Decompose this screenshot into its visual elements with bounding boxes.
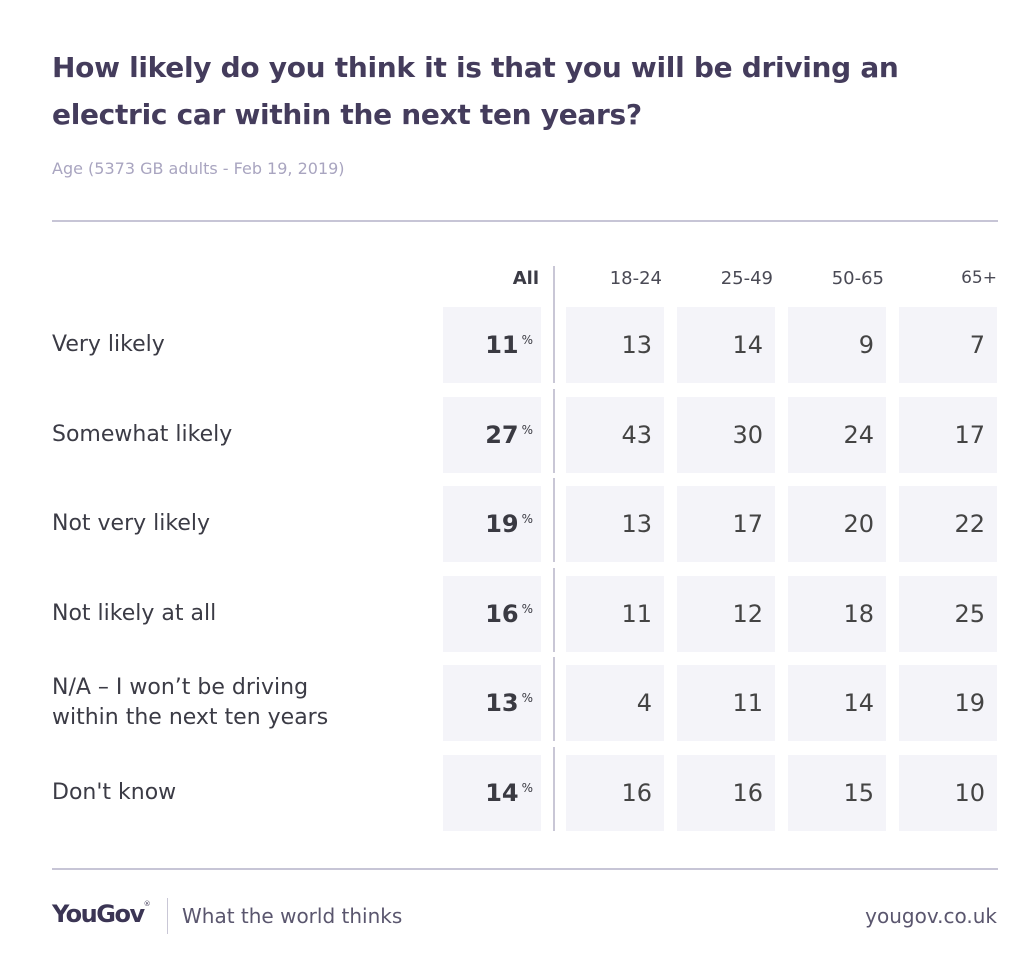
column-header-18-24: 18-24 bbox=[609, 268, 662, 289]
row-label: N/A – I won’t be driving within the next … bbox=[52, 673, 328, 733]
cell-18-24: 13 bbox=[566, 307, 664, 383]
cell-value: 30 bbox=[732, 420, 763, 449]
cell-value: 13 bbox=[621, 510, 652, 538]
cell-50-65: 9 bbox=[788, 307, 886, 383]
cell-all: 19% bbox=[443, 486, 541, 562]
row-label: Don't know bbox=[52, 779, 177, 805]
cell-value: 14 bbox=[485, 778, 519, 807]
chart-subtitle: Age (5373 GB adults - Feb 19, 2019) bbox=[52, 159, 345, 178]
cell-25-49: 14 bbox=[677, 307, 775, 383]
cell-18-24: 4 bbox=[566, 665, 664, 741]
row-label-line: N/A – I won’t be driving bbox=[52, 675, 309, 700]
cell-all: 14% bbox=[443, 754, 541, 831]
cell-value: 12 bbox=[732, 599, 763, 628]
cell-value: 16 bbox=[732, 778, 763, 807]
cell-65-: 19 bbox=[899, 665, 997, 741]
column-header-all: All bbox=[512, 268, 539, 289]
cell-value: 11 bbox=[485, 331, 519, 359]
footer-separator bbox=[167, 898, 168, 934]
top-divider bbox=[52, 220, 998, 222]
cell-50-65: 14 bbox=[788, 665, 886, 741]
cell-65-: 25 bbox=[899, 575, 997, 652]
cell-value: 13 bbox=[485, 689, 519, 717]
cell-18-24: 16 bbox=[566, 754, 664, 831]
percent-sign: % bbox=[521, 512, 533, 526]
column-divider bbox=[553, 388, 555, 473]
cell-25-49: 30 bbox=[677, 396, 775, 473]
cell-value: 24 bbox=[843, 420, 874, 449]
yougov-logo: YouGov® bbox=[52, 900, 151, 928]
percent-sign: % bbox=[521, 422, 533, 437]
row-label: Not likely at all bbox=[52, 600, 217, 626]
cell-all: 16% bbox=[443, 575, 541, 652]
cell-value: 19 bbox=[954, 689, 985, 717]
row-label: Somewhat likely bbox=[52, 421, 233, 447]
cell-all: 13% bbox=[443, 665, 541, 741]
cell-value: 7 bbox=[969, 331, 985, 359]
cell-value: 11 bbox=[732, 689, 763, 717]
column-header-50-65: 50-65 bbox=[831, 268, 884, 289]
column-divider bbox=[553, 478, 555, 562]
cell-50-65: 18 bbox=[788, 575, 886, 652]
cell-18-24: 13 bbox=[566, 486, 664, 562]
cell-value: 43 bbox=[621, 420, 652, 449]
cell-25-49: 12 bbox=[677, 575, 775, 652]
cell-all: 27% bbox=[443, 396, 541, 473]
cell-value: 15 bbox=[843, 778, 874, 807]
cell-value: 14 bbox=[843, 689, 874, 717]
percent-sign: % bbox=[521, 333, 533, 347]
cell-value: 22 bbox=[954, 510, 985, 538]
cell-25-49: 16 bbox=[677, 754, 775, 831]
footer-tagline: What the world thinks bbox=[182, 904, 403, 928]
column-divider bbox=[553, 266, 555, 383]
cell-50-65: 15 bbox=[788, 754, 886, 831]
cell-value: 17 bbox=[732, 510, 763, 538]
cell-value: 16 bbox=[621, 778, 652, 807]
cell-50-65: 20 bbox=[788, 486, 886, 562]
column-divider bbox=[553, 657, 555, 741]
column-divider bbox=[553, 746, 555, 831]
chart-title: How likely do you think it is that you w… bbox=[52, 51, 899, 131]
cell-25-49: 17 bbox=[677, 486, 775, 562]
cell-25-49: 11 bbox=[677, 665, 775, 741]
cell-value: 4 bbox=[636, 689, 652, 717]
cell-value: 18 bbox=[843, 599, 874, 628]
cell-value: 10 bbox=[954, 778, 985, 807]
cell-all: 11% bbox=[443, 307, 541, 383]
percent-sign: % bbox=[521, 691, 533, 705]
cell-65-: 7 bbox=[899, 307, 997, 383]
registered-mark: ® bbox=[143, 900, 151, 908]
cell-18-24: 11 bbox=[566, 575, 664, 652]
row-label: Not very likely bbox=[52, 511, 210, 536]
logo-text: YouGov bbox=[52, 900, 145, 928]
cell-18-24: 43 bbox=[566, 396, 664, 473]
footer-url[interactable]: yougov.co.uk bbox=[865, 904, 997, 928]
cell-value: 19 bbox=[485, 510, 519, 538]
row-label-line: within the next ten years bbox=[52, 705, 329, 730]
cell-value: 11 bbox=[621, 599, 652, 628]
cell-value: 14 bbox=[732, 331, 763, 359]
cell-value: 20 bbox=[843, 510, 874, 538]
cell-65-: 17 bbox=[899, 396, 997, 473]
column-divider bbox=[553, 567, 555, 652]
percent-sign: % bbox=[521, 780, 533, 795]
column-header-25-49: 25-49 bbox=[720, 268, 773, 289]
cell-65-: 22 bbox=[899, 486, 997, 562]
cell-value: 25 bbox=[954, 599, 985, 628]
cell-50-65: 24 bbox=[788, 396, 886, 473]
cell-value: 9 bbox=[858, 331, 874, 359]
cell-65-: 10 bbox=[899, 754, 997, 831]
column-header-65-: 65+ bbox=[961, 268, 997, 288]
cell-value: 13 bbox=[621, 331, 652, 359]
percent-sign: % bbox=[521, 601, 533, 616]
cell-value: 27 bbox=[485, 420, 519, 449]
cell-value: 16 bbox=[485, 599, 519, 628]
cell-value: 17 bbox=[954, 420, 985, 449]
bottom-divider bbox=[52, 868, 998, 870]
row-label: Very likely bbox=[52, 332, 165, 357]
